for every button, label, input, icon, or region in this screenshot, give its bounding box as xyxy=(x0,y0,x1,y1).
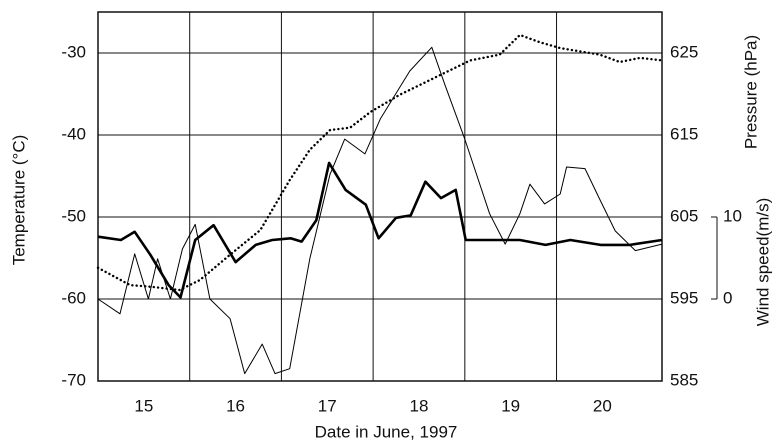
x-tick-label: 16 xyxy=(226,396,245,415)
y-axis-label: Temperature (°C) xyxy=(9,135,28,266)
y2-tick-label: 595 xyxy=(670,288,698,307)
x-tick-label: 15 xyxy=(134,396,153,415)
y-tick-label: -70 xyxy=(61,370,86,389)
y-tick-label: -40 xyxy=(61,124,86,143)
y2-tick-label: 605 xyxy=(670,206,698,225)
y2-tick-label: 615 xyxy=(670,124,698,143)
y-tick-label: -30 xyxy=(61,42,86,61)
y2-axis-label: Pressure (hPa) xyxy=(741,35,760,149)
y2-tick-label: 625 xyxy=(670,42,698,61)
series-line xyxy=(96,33,664,292)
x-tick-label: 17 xyxy=(318,396,337,415)
series-line xyxy=(97,46,663,375)
x-tick-label: 20 xyxy=(593,396,612,415)
plot-frame xyxy=(97,11,663,382)
y-tick-label: -50 xyxy=(61,206,86,225)
series-line xyxy=(97,161,663,299)
y2-tick-label: 585 xyxy=(670,370,698,389)
y3-axis-label: Wind speed(m/s) xyxy=(753,198,772,326)
x-axis-label: Date in June, 1997 xyxy=(315,422,458,441)
x-tick-label: 18 xyxy=(410,396,429,415)
y3-tick-label: 0 xyxy=(723,288,732,307)
x-tick-label: 19 xyxy=(501,396,520,415)
y3-tick-label: 10 xyxy=(723,206,742,225)
y-tick-label: -60 xyxy=(61,288,86,307)
